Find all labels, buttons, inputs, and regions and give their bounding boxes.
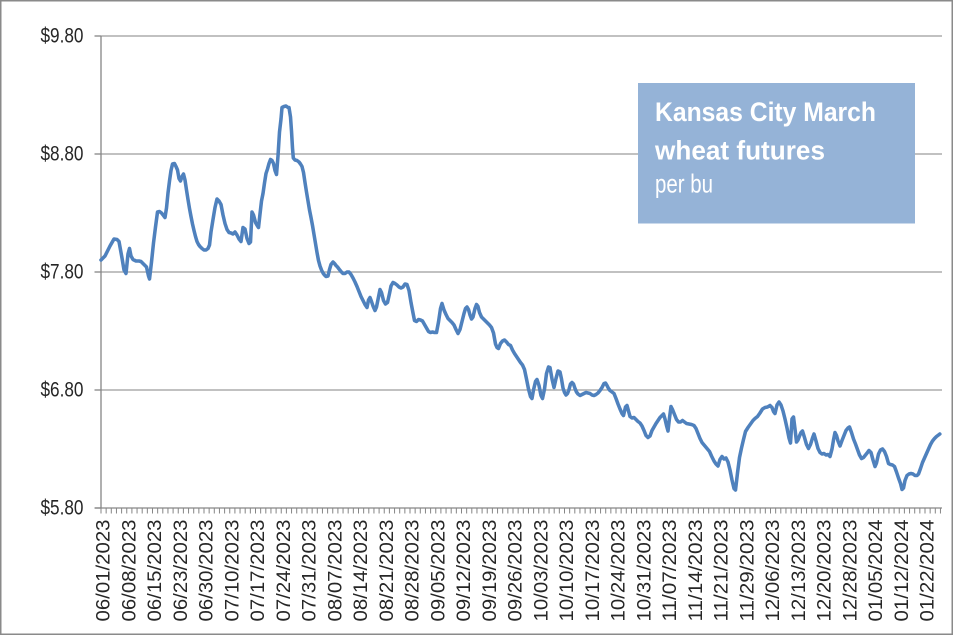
- svg-text:01/12/2024: 01/12/2024: [891, 519, 913, 621]
- svg-text:01/22/2024: 01/22/2024: [917, 519, 939, 621]
- svg-text:12/06/2023: 12/06/2023: [762, 520, 784, 622]
- svg-text:$9.80: $9.80: [41, 24, 84, 48]
- svg-text:06/30/2023: 06/30/2023: [196, 520, 218, 622]
- svg-text:$5.80: $5.80: [41, 496, 84, 520]
- svg-text:$6.80: $6.80: [41, 378, 84, 402]
- svg-text:07/24/2023: 07/24/2023: [273, 520, 295, 622]
- svg-text:12/13/2023: 12/13/2023: [788, 520, 810, 622]
- svg-text:08/07/2023: 08/07/2023: [324, 520, 346, 622]
- svg-text:08/14/2023: 08/14/2023: [350, 520, 372, 622]
- svg-text:08/21/2023: 08/21/2023: [376, 520, 398, 622]
- svg-text:07/31/2023: 07/31/2023: [299, 520, 321, 622]
- svg-text:wheat futures: wheat futures: [654, 136, 825, 166]
- svg-text:12/28/2023: 12/28/2023: [839, 520, 861, 622]
- svg-text:$7.80: $7.80: [41, 260, 84, 284]
- svg-text:10/10/2023: 10/10/2023: [556, 520, 578, 622]
- svg-text:10/03/2023: 10/03/2023: [530, 520, 552, 622]
- svg-text:11/14/2023: 11/14/2023: [685, 520, 707, 622]
- svg-text:09/26/2023: 09/26/2023: [505, 520, 527, 622]
- svg-text:10/17/2023: 10/17/2023: [582, 520, 604, 622]
- svg-text:08/28/2023: 08/28/2023: [402, 520, 424, 622]
- svg-text:Kansas City March: Kansas City March: [655, 97, 876, 127]
- svg-text:06/15/2023: 06/15/2023: [144, 520, 166, 622]
- svg-text:09/05/2023: 09/05/2023: [427, 520, 449, 622]
- svg-text:10/31/2023: 10/31/2023: [633, 520, 655, 622]
- svg-text:11/21/2023: 11/21/2023: [711, 520, 733, 622]
- svg-text:$8.80: $8.80: [41, 142, 84, 166]
- svg-text:per bu: per bu: [655, 169, 713, 199]
- svg-text:06/23/2023: 06/23/2023: [170, 520, 192, 622]
- svg-text:11/29/2023: 11/29/2023: [736, 520, 758, 622]
- svg-text:07/10/2023: 07/10/2023: [221, 520, 243, 622]
- svg-text:06/01/2023: 06/01/2023: [93, 520, 115, 622]
- svg-text:06/08/2023: 06/08/2023: [118, 520, 140, 622]
- svg-text:09/19/2023: 09/19/2023: [479, 520, 501, 622]
- svg-text:12/20/2023: 12/20/2023: [814, 520, 836, 622]
- svg-text:10/24/2023: 10/24/2023: [608, 520, 630, 622]
- svg-text:09/12/2023: 09/12/2023: [453, 520, 475, 622]
- svg-text:11/07/2023: 11/07/2023: [659, 520, 681, 622]
- svg-text:01/05/2024: 01/05/2024: [865, 519, 887, 621]
- svg-text:07/17/2023: 07/17/2023: [247, 520, 269, 622]
